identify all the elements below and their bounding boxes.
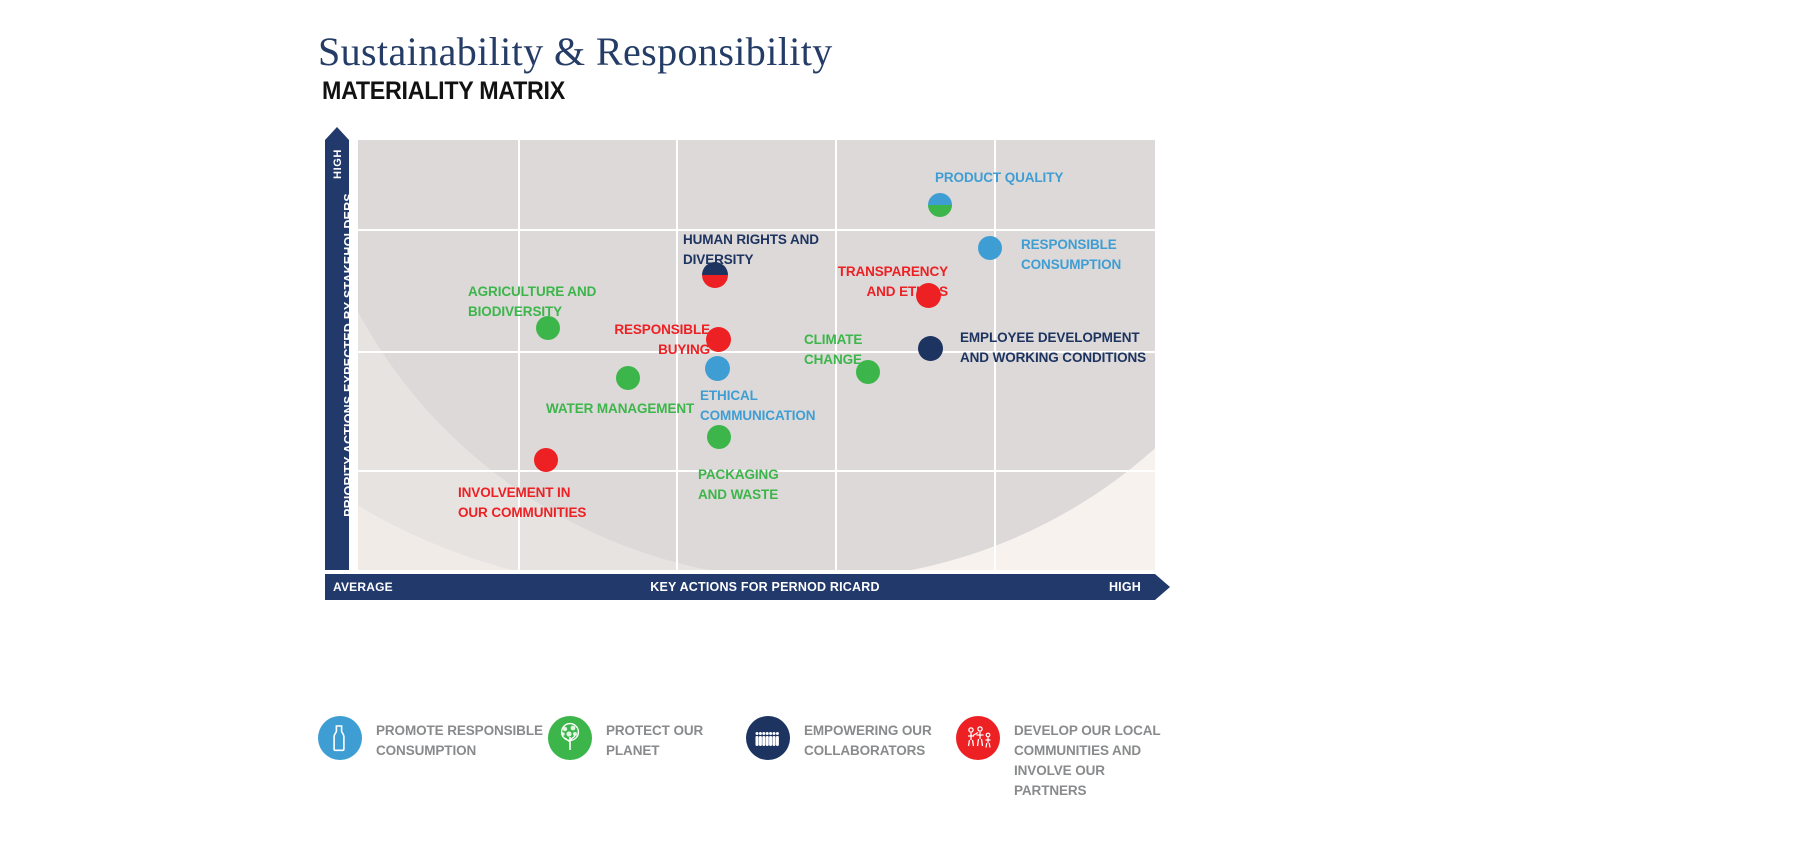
gridline-vertical bbox=[518, 140, 520, 570]
chart-legend: PROMOTE RESPONSIBLE CONSUMPTION PROTECT O… bbox=[318, 716, 1318, 836]
tree-icon bbox=[560, 722, 580, 750]
data-point-human-rights-and-diversity[interactable] bbox=[702, 262, 728, 288]
x-axis-title: KEY ACTIONS FOR PERNOD RICARD bbox=[650, 580, 880, 594]
legend-icon-circle bbox=[746, 716, 790, 760]
data-point-half-top bbox=[928, 193, 952, 205]
data-point-label: PACKAGING AND WASTE bbox=[698, 467, 779, 502]
x-axis-high-label: HIGH bbox=[1108, 580, 1141, 594]
data-point-involvement-in-our-communities[interactable] bbox=[534, 448, 558, 472]
page-title: Sustainability & Responsibility bbox=[318, 29, 833, 74]
y-axis-title: PRIORITY ACTIONS EXPECTED BY STAKEHOLDER… bbox=[342, 193, 356, 517]
data-point-half-top bbox=[702, 262, 728, 275]
data-point-label: AGRICULTURE AND BIODIVERSITY bbox=[468, 284, 597, 319]
legend-item-label: PROMOTE RESPONSIBLE CONSUMPTION bbox=[376, 723, 543, 758]
data-point-label: CLIMATE CHANGE bbox=[804, 332, 863, 367]
legend-icon-circle bbox=[318, 716, 362, 760]
data-point-label: WATER MANAGEMENT bbox=[546, 401, 695, 416]
data-point-half-bottom bbox=[928, 205, 952, 217]
data-point-climate-change[interactable] bbox=[856, 360, 880, 384]
x-axis-average-label: AVERAGE bbox=[333, 580, 393, 594]
gridline-horizontal bbox=[358, 229, 1155, 231]
legend-item[interactable]: DEVELOP OUR LOCAL COMMUNITIES AND INVOLV… bbox=[956, 716, 1204, 801]
data-point-product-quality[interactable] bbox=[928, 193, 952, 217]
data-point-label: PRODUCT QUALITY bbox=[935, 170, 1064, 185]
data-point-agriculture-and-biodiversity[interactable] bbox=[536, 316, 560, 340]
gridline-vertical bbox=[835, 140, 837, 570]
legend-icon-circle bbox=[548, 716, 592, 760]
data-point-transparency-and-ethics[interactable] bbox=[915, 282, 941, 308]
data-point-packaging-and-waste[interactable] bbox=[707, 425, 731, 449]
gridline-horizontal bbox=[358, 351, 1155, 353]
legend-item-label: DEVELOP OUR LOCAL COMMUNITIES AND INVOLV… bbox=[1014, 723, 1161, 798]
gridline-vertical bbox=[676, 140, 678, 570]
chart-plot-area: PRODUCT QUALITY RESPONSIBLE CONSUMPTION HU… bbox=[358, 140, 1155, 570]
page-subtitle: MATERIALITY MATRIX bbox=[322, 77, 565, 105]
data-point-responsible-buying[interactable] bbox=[705, 326, 731, 352]
y-axis: HIGH PRIORITY ACTIONS EXPECTED BY STAKEH… bbox=[325, 127, 356, 570]
bottle-icon bbox=[333, 725, 345, 752]
data-point-ethical-communication[interactable] bbox=[704, 355, 730, 381]
legend-item-label: EMPOWERING OUR COLLABORATORS bbox=[804, 723, 932, 758]
legend-item[interactable]: EMPOWERING OUR COLLABORATORS bbox=[746, 716, 984, 761]
people-group-icon bbox=[755, 732, 779, 746]
data-point-label: RESPONSIBLE BUYING bbox=[614, 322, 710, 357]
legend-item[interactable]: PROMOTE RESPONSIBLE CONSUMPTION bbox=[318, 716, 566, 761]
data-point-water-management[interactable] bbox=[616, 366, 640, 390]
data-point-half-bottom bbox=[702, 275, 728, 288]
data-point-employee-development-and-working-conditions[interactable] bbox=[917, 335, 943, 361]
gridline-vertical bbox=[994, 140, 996, 570]
legend-item[interactable]: PROTECT OUR PLANET bbox=[548, 716, 756, 761]
data-point-label: TRANSPARENCY AND ETHICS bbox=[837, 264, 948, 299]
data-point-label: ETHICAL COMMUNICATION bbox=[700, 388, 816, 423]
data-point-label: HUMAN RIGHTS AND DIVERSITY bbox=[683, 232, 819, 267]
data-point-label: EMPLOYEE DEVELOPMENT AND WORKING CONDITI… bbox=[960, 330, 1147, 365]
data-point-label: INVOLVEMENT IN OUR COMMUNITIES bbox=[458, 485, 587, 520]
data-point-label: RESPONSIBLE CONSUMPTION bbox=[1021, 237, 1122, 272]
data-point-responsible-consumption[interactable] bbox=[978, 236, 1002, 260]
gridline-horizontal bbox=[358, 470, 1155, 472]
partners-handshake-icon bbox=[967, 726, 991, 748]
x-axis: AVERAGE KEY ACTIONS FOR PERNOD RICARD HI… bbox=[325, 574, 1170, 600]
legend-icon-circle bbox=[956, 716, 1000, 760]
legend-item-label: PROTECT OUR PLANET bbox=[606, 723, 704, 758]
